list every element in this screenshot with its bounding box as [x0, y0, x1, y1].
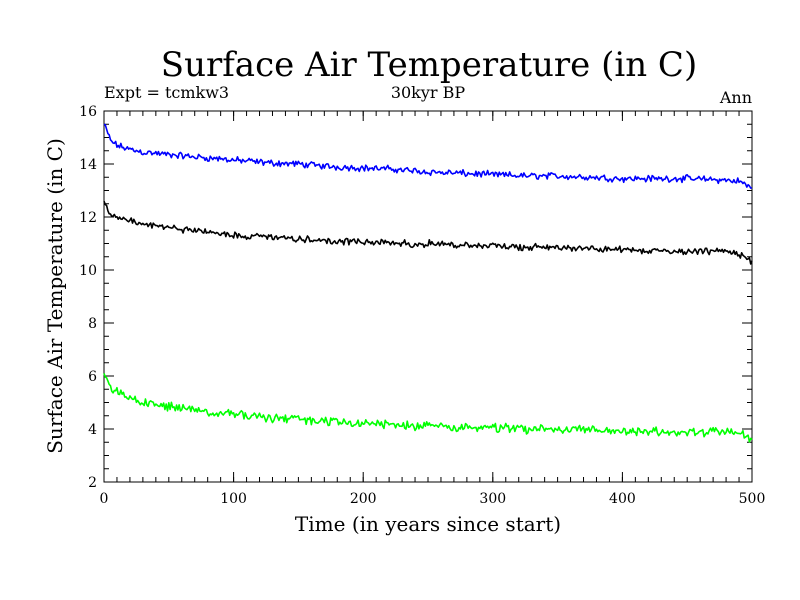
chart-title: Surface Air Temperature (in C): [161, 45, 697, 85]
period-label: 30kyr BP: [391, 83, 466, 102]
series-line-black: [103, 200, 753, 265]
plot-area: 0 100 200 300 400 500 2 4 6 8 10 12 14 16: [79, 104, 765, 507]
series-line-green: [103, 373, 753, 443]
x-tick-label: 0: [100, 491, 109, 507]
season-label: Ann: [719, 88, 752, 107]
y-tick-label: 6: [88, 369, 97, 385]
y-axis-label: Surface Air Temperature (in C): [43, 138, 67, 454]
y-tick-label: 14: [79, 157, 97, 173]
y-tick-label: 10: [79, 263, 97, 279]
y-tick-label: 12: [79, 210, 97, 226]
experiment-label: Expt = tcmkw3: [104, 83, 229, 102]
x-axis-label: Time (in years since start): [295, 512, 561, 536]
x-tick-label: 100: [220, 491, 247, 507]
x-tick-label: 300: [479, 491, 506, 507]
x-tick-label: 500: [739, 491, 766, 507]
plot-frame: [103, 110, 753, 483]
x-tick-label: 400: [609, 491, 636, 507]
y-tick-label: 2: [88, 475, 97, 491]
series-line-blue: [103, 123, 753, 189]
x-tick-label: 200: [350, 491, 377, 507]
y-tick-label: 4: [88, 422, 97, 438]
y-tick-label: 8: [88, 316, 97, 332]
y-tick-label: 16: [79, 104, 97, 120]
